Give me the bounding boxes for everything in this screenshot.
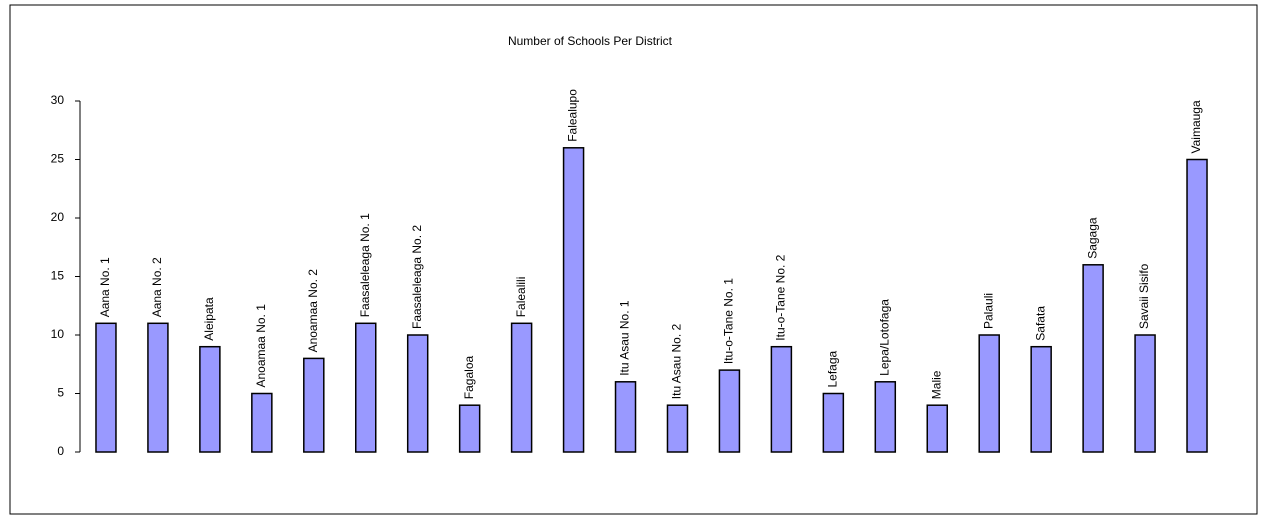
bar	[147, 322, 169, 453]
bar-category-label: Itu-o-Tane No. 2	[774, 254, 788, 340]
bar	[926, 404, 948, 453]
y-tick-label: 20	[51, 210, 65, 224]
bar	[406, 334, 429, 453]
bar	[95, 322, 117, 453]
bar	[666, 404, 689, 453]
bar	[562, 147, 585, 453]
y-tick-label: 5	[57, 386, 64, 400]
bar	[458, 404, 481, 453]
bar-category-label: Itu Asau No. 2	[670, 323, 684, 399]
bar	[978, 334, 1000, 453]
bar	[1082, 264, 1104, 453]
bar-category-label: Sagaga	[1085, 217, 1099, 259]
y-tick-label: 25	[51, 152, 65, 166]
y-tick-label: 10	[51, 327, 65, 341]
bar-category-label: Aleipata	[202, 297, 216, 341]
bar	[874, 381, 897, 453]
bar-category-label: Safata	[1033, 306, 1047, 341]
bar	[770, 345, 793, 453]
bar-category-label: Itu-o-Tane No. 1	[722, 278, 736, 364]
bar-category-label: Palauli	[981, 293, 995, 329]
bar-category-label: Aana No. 2	[150, 257, 164, 317]
bar	[355, 322, 377, 453]
bar-category-label: Anoamaa No. 2	[306, 269, 320, 353]
y-tick-label: 15	[51, 269, 65, 283]
bar	[614, 381, 637, 453]
bar	[510, 322, 533, 453]
bar	[1134, 334, 1156, 453]
bar	[718, 369, 741, 453]
bar-category-label: Fagaloa	[462, 356, 476, 400]
bar	[251, 392, 273, 453]
chart-title: Number of Schools Per District	[508, 34, 673, 48]
bar	[822, 392, 845, 453]
bar-category-label: Lefaga	[826, 350, 840, 387]
bar-category-label: Aana No. 1	[98, 257, 112, 317]
bar-category-label: Anoamaa No. 1	[254, 304, 268, 388]
bar-category-label: Faasaleleaga No. 1	[358, 213, 372, 317]
bar-category-label: Malie	[929, 370, 943, 399]
bar	[303, 357, 325, 453]
bar-category-label: Lepa/Lotofaga	[877, 299, 891, 376]
bar-category-label: Falealupo	[566, 89, 580, 142]
bar-category-label: Itu Asau No. 1	[618, 300, 632, 376]
bar	[1186, 158, 1208, 453]
bar-category-label: Falealili	[514, 277, 528, 318]
y-tick-label: 0	[57, 444, 64, 458]
y-tick-label: 30	[51, 93, 65, 107]
bar-category-label: Vaimauga	[1189, 100, 1203, 153]
bar	[199, 345, 221, 453]
bar	[1030, 345, 1052, 453]
bar-category-label: Savaii Sisifo	[1137, 263, 1151, 329]
bar-category-label: Faasaleleaga No. 2	[410, 225, 424, 329]
